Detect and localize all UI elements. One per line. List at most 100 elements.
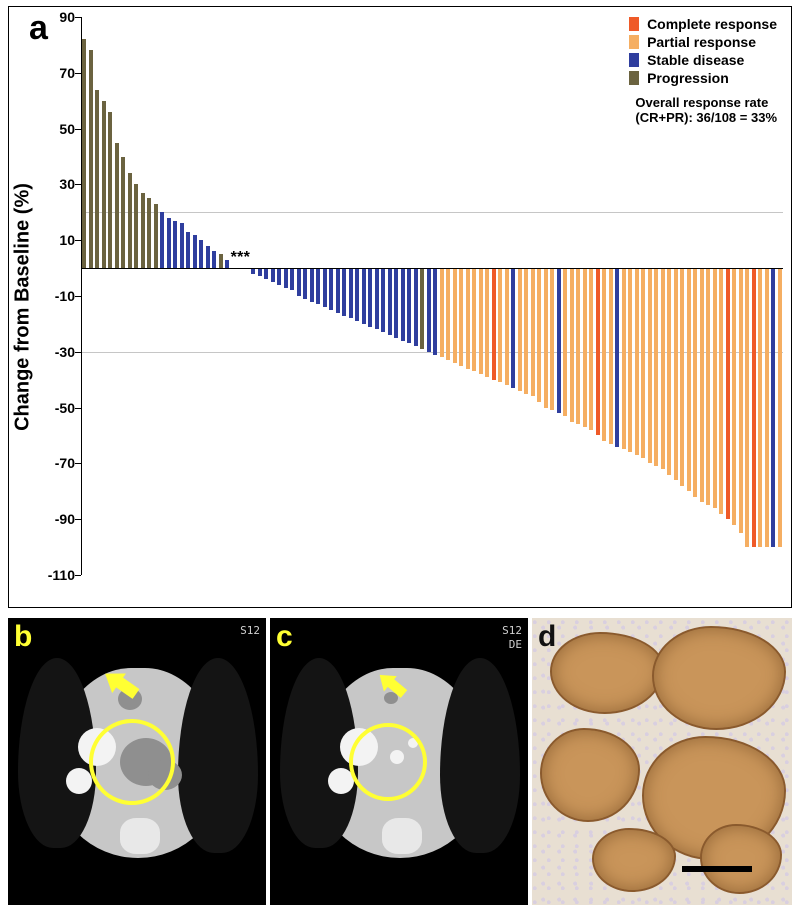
waterfall-bar bbox=[700, 268, 704, 502]
y-tick-label: 90 bbox=[59, 9, 75, 25]
waterfall-bar bbox=[446, 268, 450, 360]
legend-label: Stable disease bbox=[647, 51, 744, 69]
panel-a-label: a bbox=[29, 9, 48, 48]
waterfall-bar bbox=[323, 268, 327, 307]
waterfall-bar bbox=[550, 268, 554, 410]
waterfall-bar bbox=[687, 268, 691, 491]
panel-c-label: c bbox=[276, 620, 293, 654]
waterfall-bar bbox=[453, 268, 457, 363]
waterfall-bar bbox=[537, 268, 541, 402]
waterfall-bar bbox=[180, 223, 184, 268]
waterfall-bar bbox=[329, 268, 333, 310]
waterfall-bar bbox=[82, 39, 86, 268]
waterfall-bar bbox=[570, 268, 574, 421]
legend-swatch bbox=[629, 71, 639, 85]
panel-b-ct-baseline: S12 b bbox=[8, 618, 266, 905]
waterfall-bar bbox=[693, 268, 697, 497]
waterfall-bar bbox=[154, 204, 158, 268]
y-tick-label: -110 bbox=[48, 567, 75, 583]
waterfall-bar bbox=[89, 50, 93, 268]
waterfall-bar bbox=[732, 268, 736, 525]
legend-item: Progression bbox=[629, 69, 777, 87]
waterfall-bar bbox=[440, 268, 444, 357]
orr-line2: (CR+PR): 36/108 = 33% bbox=[635, 110, 777, 125]
waterfall-bar bbox=[388, 268, 392, 335]
y-tick-label: -90 bbox=[55, 511, 75, 527]
panel-b-label: b bbox=[14, 620, 32, 654]
legend-label: Complete response bbox=[647, 15, 777, 33]
waterfall-bar bbox=[648, 268, 652, 463]
waterfall-bar bbox=[160, 212, 164, 268]
waterfall-bar bbox=[661, 268, 665, 469]
waterfall-bar bbox=[602, 268, 606, 441]
asterisk-marker: * bbox=[237, 249, 243, 267]
waterfall-bar bbox=[277, 268, 281, 285]
overall-response-rate-text: Overall response rate (CR+PR): 36/108 = … bbox=[635, 95, 777, 125]
waterfall-bar bbox=[407, 268, 411, 343]
waterfall-bar bbox=[173, 221, 177, 268]
waterfall-bar bbox=[765, 268, 769, 547]
waterfall-bar bbox=[485, 268, 489, 377]
legend-swatch bbox=[629, 35, 639, 49]
waterfall-bar bbox=[310, 268, 314, 301]
waterfall-bar bbox=[271, 268, 275, 282]
legend-swatch bbox=[629, 53, 639, 67]
waterfall-bar bbox=[394, 268, 398, 338]
waterfall-bar bbox=[401, 268, 405, 341]
waterfall-bar bbox=[264, 268, 268, 279]
waterfall-bar bbox=[349, 268, 353, 318]
waterfall-bar bbox=[199, 240, 203, 268]
legend-label: Progression bbox=[647, 69, 729, 87]
panel-d-histology: d bbox=[532, 618, 792, 905]
waterfall-bar bbox=[206, 246, 210, 268]
waterfall-bar bbox=[752, 268, 756, 547]
waterfall-bar bbox=[583, 268, 587, 427]
waterfall-bar bbox=[95, 90, 99, 269]
annotation-circle-b bbox=[89, 719, 175, 805]
waterfall-bar bbox=[115, 143, 119, 269]
y-tick-label: 30 bbox=[59, 176, 75, 192]
waterfall-bar bbox=[524, 268, 528, 394]
waterfall-bar bbox=[128, 173, 132, 268]
ct-corner-text2: DE bbox=[509, 638, 522, 651]
waterfall-bar bbox=[459, 268, 463, 366]
waterfall-bar bbox=[420, 268, 424, 349]
waterfall-bar bbox=[674, 268, 678, 480]
waterfall-bar bbox=[544, 268, 548, 408]
waterfall-bar bbox=[381, 268, 385, 332]
waterfall-bar bbox=[628, 268, 632, 452]
waterfall-bar bbox=[375, 268, 379, 329]
waterfall-bar bbox=[622, 268, 626, 449]
waterfall-bar bbox=[518, 268, 522, 391]
legend: Complete responsePartial responseStable … bbox=[629, 15, 777, 87]
waterfall-bar bbox=[563, 268, 567, 416]
waterfall-bar bbox=[316, 268, 320, 304]
waterfall-bar bbox=[167, 218, 171, 268]
waterfall-bar bbox=[212, 251, 216, 268]
panel-a-waterfall-chart: a Change from Baseline (%) *** -110-90-7… bbox=[8, 6, 792, 608]
y-tick-label: 50 bbox=[59, 121, 75, 137]
waterfall-bar bbox=[284, 268, 288, 288]
waterfall-bar bbox=[362, 268, 366, 324]
orr-line1: Overall response rate bbox=[635, 95, 777, 110]
scale-bar bbox=[682, 866, 752, 872]
waterfall-bar bbox=[141, 193, 145, 268]
waterfall-bar bbox=[290, 268, 294, 290]
y-tick-label: -10 bbox=[55, 288, 75, 304]
waterfall-bar bbox=[596, 268, 600, 435]
waterfall-bar bbox=[479, 268, 483, 374]
waterfall-bar bbox=[531, 268, 535, 396]
asterisk-marker: * bbox=[244, 249, 250, 267]
waterfall-bar bbox=[219, 254, 223, 268]
waterfall-bar bbox=[492, 268, 496, 380]
y-tick-label: -30 bbox=[55, 344, 75, 360]
panel-c-ct-followup: S12 DE c bbox=[270, 618, 528, 905]
waterfall-bar bbox=[589, 268, 593, 430]
waterfall-bar bbox=[706, 268, 710, 505]
waterfall-bar bbox=[472, 268, 476, 371]
waterfall-bar bbox=[466, 268, 470, 368]
waterfall-bar bbox=[505, 268, 509, 385]
tumor-nest bbox=[540, 728, 640, 822]
waterfall-bar bbox=[609, 268, 613, 444]
waterfall-bar bbox=[557, 268, 561, 413]
